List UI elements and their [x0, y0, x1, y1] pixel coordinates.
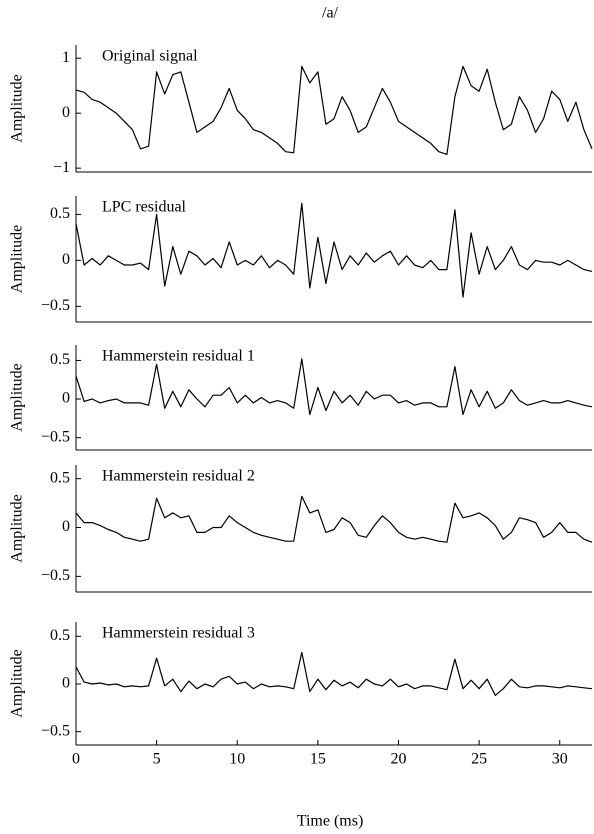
- signal-line: [75, 495, 593, 543]
- x-tick-label: 25: [471, 751, 487, 768]
- y-axis-label: Amplitude: [9, 649, 26, 717]
- y-tick-label: 0.5: [50, 351, 70, 368]
- panel-label: Hammerstein residual 2: [102, 468, 255, 485]
- y-tick-label: −0.5: [41, 428, 70, 445]
- signal-line: [75, 202, 593, 298]
- x-tick-label: 15: [310, 751, 326, 768]
- signal-line: [75, 65, 593, 155]
- y-tick-label: 0: [62, 390, 70, 407]
- y-tick-label: 0.5: [50, 205, 70, 222]
- y-tick-label: 0: [62, 675, 70, 692]
- y-axis-label: Amplitude: [9, 494, 26, 562]
- y-tick-label: 1: [62, 49, 70, 66]
- x-tick-label: 0: [72, 751, 80, 768]
- x-tick-label: 20: [391, 751, 407, 768]
- y-tick-label: 0: [62, 251, 70, 268]
- y-tick-label: 0: [62, 104, 70, 121]
- figure-title: /a/: [322, 5, 339, 22]
- y-axis-label: Amplitude: [9, 225, 26, 293]
- signal-line: [75, 651, 593, 696]
- panel-label: Hammerstein residual 3: [102, 625, 255, 642]
- x-tick-label: 5: [153, 751, 161, 768]
- x-axis-label: Time (ms): [297, 813, 364, 830]
- y-tick-label: −0.5: [41, 297, 70, 314]
- y-tick-label: −0.5: [41, 722, 70, 739]
- y-tick-label: 0.5: [50, 627, 70, 644]
- panel-label: Original signal: [102, 48, 198, 65]
- panel-label: LPC residual: [102, 199, 187, 216]
- y-axis-label: Amplitude: [9, 74, 26, 142]
- x-tick-label: 30: [552, 751, 568, 768]
- y-tick-label: 0: [62, 518, 70, 535]
- panel-label: Hammerstein residual 1: [102, 348, 255, 365]
- y-tick-label: −0.5: [41, 567, 70, 584]
- signal-line: [75, 358, 593, 416]
- y-tick-label: 0.5: [50, 469, 70, 486]
- x-tick-label: 10: [229, 751, 245, 768]
- y-axis-label: Amplitude: [9, 363, 26, 431]
- y-tick-label: −1: [53, 159, 70, 176]
